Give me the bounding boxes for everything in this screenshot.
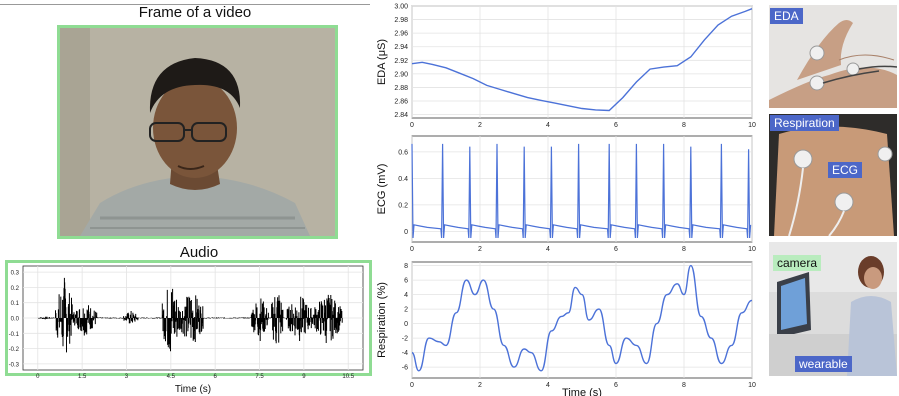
x-tick-label: 4 xyxy=(546,246,550,253)
y-axis-label: Respiration (%) xyxy=(376,282,388,358)
audio-title: Audio xyxy=(179,244,219,261)
x-tick-label: 10.5 xyxy=(342,374,354,380)
wearable-tag: wearable xyxy=(795,356,852,372)
x-tick-label: 8 xyxy=(682,122,686,129)
person-illustration xyxy=(60,28,335,236)
y-tick-label: 2.96 xyxy=(394,31,408,38)
y-tick-label: 2.94 xyxy=(394,44,408,51)
y-tick-label: 6 xyxy=(404,278,408,285)
x-tick-label: 2 xyxy=(478,122,482,129)
y-tick-label: -2 xyxy=(402,336,408,343)
desk-setup-illustration xyxy=(769,242,897,376)
audio-chart-frame xyxy=(5,260,372,376)
y-tick-label: 0.2 xyxy=(398,202,408,209)
y-tick-label: -0.1 xyxy=(9,332,20,338)
audio-chart: 0 1.5 3 4.5 6 7.5 9 10.5 -0.3 -0.2 -0.1 0.0 0.1 0.2 0.… xyxy=(9,265,364,395)
x-axis-label: Time (s) xyxy=(562,387,602,396)
x-axis-label: Time (s) xyxy=(175,384,211,395)
x-tick-label: 4.5 xyxy=(167,374,176,380)
y-tick-label: 0.2 xyxy=(11,286,20,292)
eda-chart: 0 2 4 6 8 10 2.84 2.86 2.88 2.90 2.92 2.94 2.96 2.98 3… xyxy=(376,4,756,130)
y-tick-label: 2 xyxy=(404,307,408,314)
y-tick-label: 2.84 xyxy=(394,112,408,119)
y-tick-label: 4 xyxy=(404,292,408,299)
respiration-series-line xyxy=(411,264,753,372)
y-tick-label: 2.86 xyxy=(394,99,408,106)
camera-tag: camera xyxy=(773,255,822,271)
y-tick-label: 0 xyxy=(404,229,408,236)
y-tick-label: 0.0 xyxy=(11,317,20,323)
respiration-tag: Respiration xyxy=(770,115,839,131)
ecg-chart: 0 2 4 6 8 10 0 0.2 0.4 0.6 ECG (mV) xyxy=(376,135,756,253)
x-tick-label: 0 xyxy=(410,246,414,253)
x-tick-label: 6 xyxy=(614,382,618,389)
hand-sensor-illustration xyxy=(769,5,897,108)
y-tick-label: 0.3 xyxy=(11,271,20,277)
x-tick-label: 9 xyxy=(302,374,306,380)
x-tick-label: 0 xyxy=(410,382,414,389)
respiration-chart: 0 2 4 6 8 10 -6 -4 -2 0 2 4 6 8 Respiration (%) Time (s… xyxy=(376,261,756,396)
y-tick-label: 2.90 xyxy=(394,71,408,78)
plot-area xyxy=(411,261,753,379)
y-tick-label: -0.2 xyxy=(9,347,20,353)
x-tick-label: 8 xyxy=(682,246,686,253)
y-tick-label: 3.00 xyxy=(394,4,408,11)
camera-photo: camera wearable xyxy=(769,242,897,376)
ecg-series-line xyxy=(411,143,752,239)
x-tick-label: 10 xyxy=(748,382,756,389)
y-tick-label: 0.6 xyxy=(398,149,408,156)
x-tick-label: 2 xyxy=(478,382,482,389)
y-axis-label: EDA (μS) xyxy=(376,39,388,85)
x-tick-label: 4 xyxy=(546,382,550,389)
x-tick-label: 6 xyxy=(614,122,618,129)
y-tick-label: 0.4 xyxy=(398,176,408,183)
y-tick-label: 8 xyxy=(404,263,408,270)
ecg-tag: ECG xyxy=(828,162,863,178)
ecg-photo: Respiration ECG xyxy=(769,114,897,236)
audio-waveform xyxy=(37,277,343,353)
x-tick-label: 6 xyxy=(214,374,218,380)
eda-photo: EDA xyxy=(769,5,897,108)
y-tick-label: -0.3 xyxy=(9,362,20,368)
y-tick-label: 2.98 xyxy=(394,17,408,24)
x-tick-label: 3 xyxy=(125,374,129,380)
y-tick-label: -6 xyxy=(402,365,408,372)
video-frame xyxy=(57,25,338,239)
top-divider xyxy=(0,4,370,5)
y-tick-label: 0 xyxy=(404,321,408,328)
x-tick-label: 4 xyxy=(546,122,550,129)
y-tick-label: 0.1 xyxy=(11,301,20,307)
x-tick-label: 10 xyxy=(748,122,756,129)
y-tick-label: -4 xyxy=(402,350,408,357)
x-tick-label: 6 xyxy=(614,246,618,253)
x-tick-label: 1.5 xyxy=(78,374,87,380)
eda-series-line xyxy=(411,8,753,112)
y-tick-label: 2.88 xyxy=(394,85,408,92)
x-tick-label: 10 xyxy=(748,246,756,253)
x-tick-label: 7.5 xyxy=(255,374,264,380)
y-tick-label: 2.92 xyxy=(394,58,408,65)
x-tick-label: 0 xyxy=(36,374,40,380)
frame-title: Frame of a video xyxy=(138,4,252,21)
eda-tag: EDA xyxy=(770,8,803,24)
plot-area xyxy=(411,5,753,119)
x-tick-label: 0 xyxy=(410,122,414,129)
x-tick-label: 2 xyxy=(478,246,482,253)
x-tick-label: 8 xyxy=(682,382,686,389)
y-axis-label: ECG (mV) xyxy=(376,164,388,215)
